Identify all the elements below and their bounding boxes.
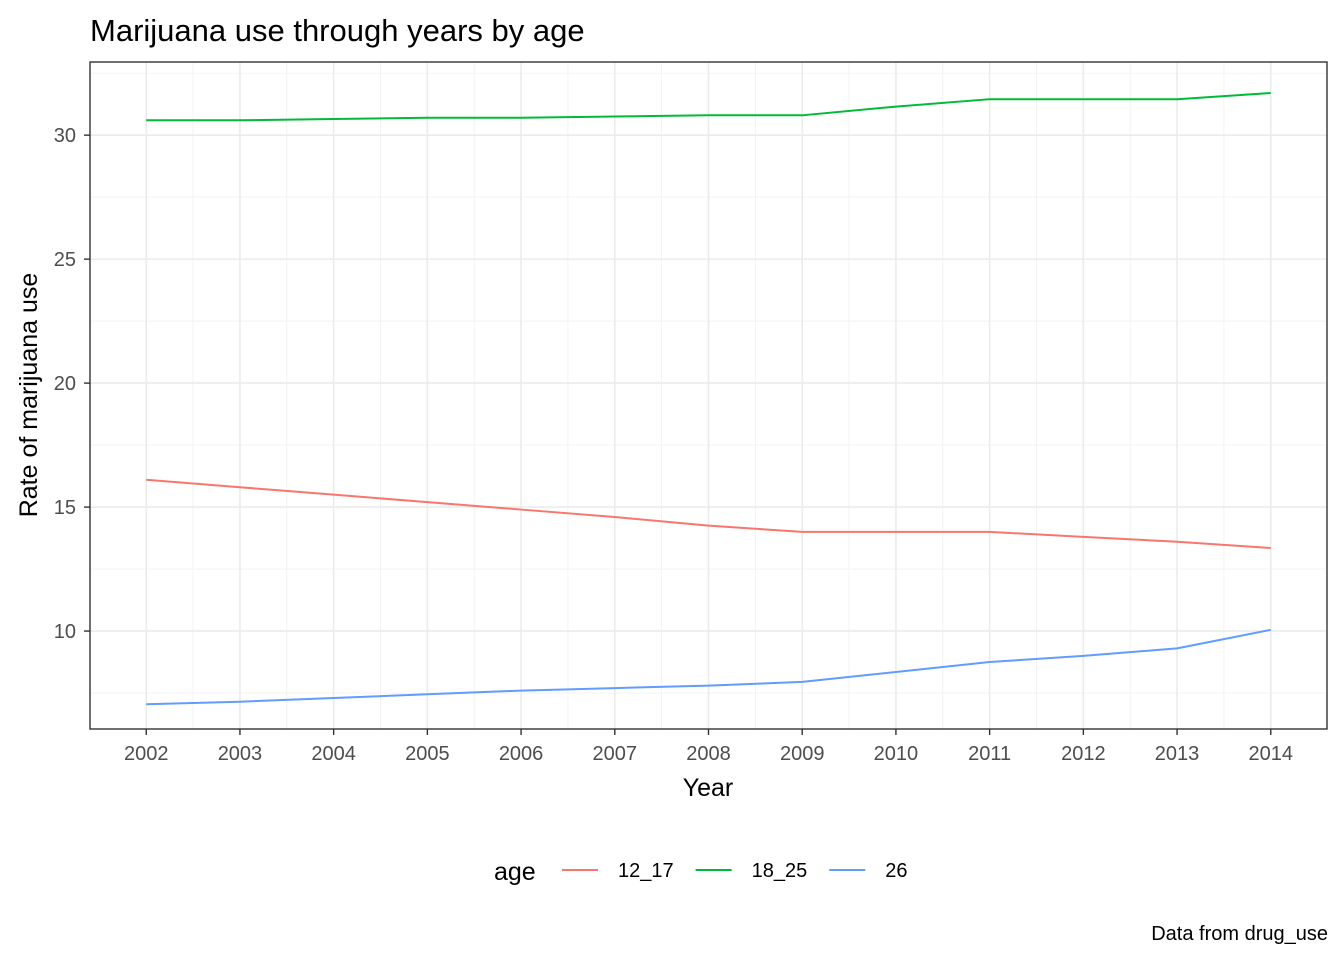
- legend-items: 12_17 18_25 26: [562, 860, 908, 882]
- x-tick-label: 2007: [593, 743, 638, 765]
- x-tick-label: 2014: [1249, 743, 1294, 765]
- y-axis-title: Rate of marijuana use: [15, 273, 43, 518]
- y-axis: 10 15 20 25 30: [54, 125, 90, 643]
- y-tick-label: 10: [54, 621, 76, 643]
- legend-item-12_17: 12_17: [562, 860, 674, 882]
- y-tick-label: 20: [54, 373, 76, 395]
- x-tick-label: 2008: [686, 743, 731, 765]
- series-line-26: [146, 628, 1271, 706]
- x-tick-label: 2003: [218, 743, 263, 765]
- legend-item-26: 26: [829, 860, 908, 882]
- x-tick-label: 2010: [874, 743, 919, 765]
- legend-label-18_25: 18_25: [752, 860, 808, 882]
- x-tick-label: 2009: [780, 743, 825, 765]
- x-tick-label: 2005: [405, 743, 450, 765]
- x-tick-label: 2004: [311, 743, 356, 765]
- series-line-18_25: [146, 91, 1271, 122]
- legend-label-12_17: 12_17: [618, 860, 674, 882]
- major-gridlines: [90, 62, 1327, 729]
- x-axis-title: Year: [683, 774, 734, 802]
- y-tick-label: 30: [54, 125, 76, 147]
- plot-panel: [89, 61, 1328, 730]
- x-axis: 2002 2003 2004 2005 2006 2007 2008 2009 2010 2011…: [124, 729, 1293, 765]
- y-tick-label: 15: [54, 497, 76, 519]
- x-tick-label: 2006: [499, 743, 544, 765]
- legend: age 12_17 18_25 26: [494, 858, 908, 886]
- chart-title: Marijuana use through years by age: [90, 13, 585, 48]
- chart-caption: Data from drug_use: [1151, 923, 1328, 945]
- x-tick-label: 2013: [1155, 743, 1200, 765]
- series-line-12_17: [146, 478, 1271, 549]
- x-tick-label: 2002: [124, 743, 169, 765]
- x-tick-label: 2012: [1061, 743, 1106, 765]
- legend-title: age: [494, 858, 536, 886]
- x-tick-label: 2011: [968, 743, 1011, 765]
- legend-label-26: 26: [885, 860, 907, 882]
- legend-item-18_25: 18_25: [695, 860, 808, 882]
- y-tick-label: 25: [54, 249, 76, 271]
- series-lines: [146, 91, 1271, 706]
